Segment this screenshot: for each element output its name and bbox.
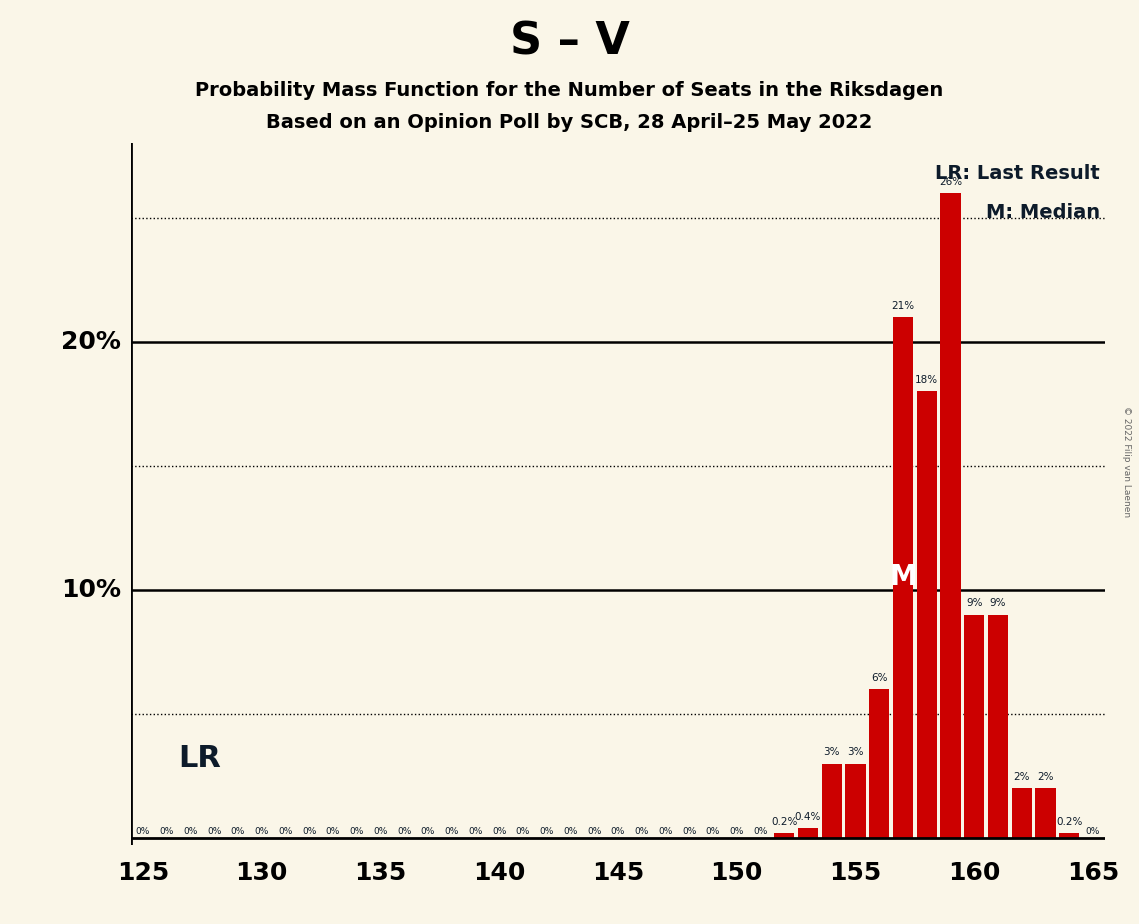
Bar	[917, 392, 936, 838]
Text: 0%: 0%	[326, 827, 341, 836]
Text: 2%: 2%	[1038, 772, 1054, 783]
Text: 20%: 20%	[62, 330, 121, 354]
Text: 26%: 26%	[939, 176, 962, 187]
Text: 0%: 0%	[729, 827, 744, 836]
Text: 0%: 0%	[398, 827, 411, 836]
Text: M: Median: M: Median	[986, 203, 1100, 222]
Text: 21%: 21%	[892, 300, 915, 310]
Text: 0%: 0%	[587, 827, 601, 836]
Text: 0.2%: 0.2%	[1056, 817, 1082, 827]
Text: LR: Last Result: LR: Last Result	[935, 164, 1100, 183]
Text: 0%: 0%	[159, 827, 174, 836]
Text: S – V: S – V	[509, 20, 630, 64]
Bar	[821, 763, 842, 838]
Text: 0%: 0%	[563, 827, 577, 836]
Text: 0%: 0%	[1085, 827, 1100, 836]
Text: M: M	[890, 564, 917, 591]
Bar	[869, 689, 890, 838]
Text: 0%: 0%	[682, 827, 696, 836]
Text: LR: LR	[179, 744, 221, 773]
Text: Based on an Opinion Poll by SCB, 28 April–25 May 2022: Based on an Opinion Poll by SCB, 28 Apri…	[267, 113, 872, 132]
Text: © 2022 Filip van Laenen: © 2022 Filip van Laenen	[1122, 407, 1131, 517]
Text: 0.4%: 0.4%	[795, 812, 821, 821]
Bar	[941, 193, 960, 838]
Text: 6%: 6%	[871, 673, 887, 683]
Text: 0%: 0%	[278, 827, 293, 836]
Bar	[845, 763, 866, 838]
Text: 0%: 0%	[420, 827, 435, 836]
Text: 0.2%: 0.2%	[771, 817, 797, 827]
Bar	[1035, 788, 1056, 838]
Bar	[1011, 788, 1032, 838]
Bar	[964, 614, 984, 838]
Text: 0%: 0%	[706, 827, 720, 836]
Text: 0%: 0%	[207, 827, 221, 836]
Text: 0%: 0%	[350, 827, 363, 836]
Text: 0%: 0%	[468, 827, 483, 836]
Text: 0%: 0%	[658, 827, 673, 836]
Text: 0%: 0%	[374, 827, 387, 836]
Text: 0%: 0%	[444, 827, 459, 836]
Text: 3%: 3%	[823, 748, 839, 758]
Text: 0%: 0%	[492, 827, 507, 836]
Text: 0%: 0%	[634, 827, 649, 836]
Text: 0%: 0%	[516, 827, 530, 836]
Text: 0%: 0%	[254, 827, 269, 836]
Text: Probability Mass Function for the Number of Seats in the Riksdagen: Probability Mass Function for the Number…	[196, 81, 943, 101]
Text: 2%: 2%	[1014, 772, 1030, 783]
Text: 0%: 0%	[231, 827, 245, 836]
Text: 9%: 9%	[966, 599, 983, 609]
Text: 9%: 9%	[990, 599, 1006, 609]
Bar	[797, 828, 818, 838]
Text: 3%: 3%	[847, 748, 863, 758]
Bar	[775, 833, 794, 838]
Text: 0%: 0%	[753, 827, 768, 836]
Text: 0%: 0%	[611, 827, 625, 836]
Bar	[893, 317, 913, 838]
Bar	[988, 614, 1008, 838]
Bar	[1059, 833, 1080, 838]
Text: 0%: 0%	[540, 827, 554, 836]
Text: 10%: 10%	[62, 578, 121, 602]
Text: 0%: 0%	[136, 827, 150, 836]
Text: 18%: 18%	[915, 375, 939, 385]
Text: 0%: 0%	[302, 827, 317, 836]
Text: 0%: 0%	[183, 827, 197, 836]
